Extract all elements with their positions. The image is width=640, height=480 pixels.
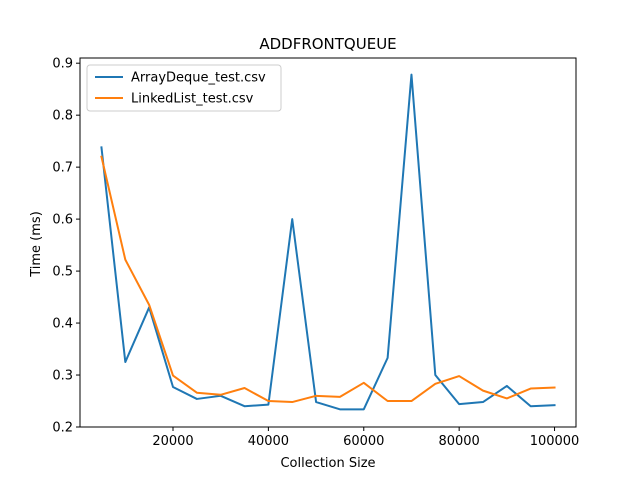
x-axis-label: Collection Size xyxy=(280,456,375,471)
plot-frame xyxy=(79,57,577,428)
legend: ArrayDeque_test.csv LinkedList_test.csv xyxy=(86,64,282,112)
legend-label: LinkedList_test.csv xyxy=(131,92,254,107)
y-tick-label: 0.2 xyxy=(52,421,73,436)
legend-label: ArrayDeque_test.csv xyxy=(131,71,266,86)
series-line-1 xyxy=(100,73,556,411)
y-tick-label: 0.4 xyxy=(52,317,73,332)
y-axis: 0.2 0.3 0.4 0.5 0.6 0.7 0.8 0.9 xyxy=(52,57,80,436)
x-tick-label: 80000 xyxy=(438,434,479,449)
x-axis: 20000 40000 60000 80000 100000 xyxy=(152,427,579,449)
y-tick-label: 0.3 xyxy=(52,369,73,384)
y-tick-label: 0.5 xyxy=(52,265,73,280)
x-tick-label: 20000 xyxy=(152,434,193,449)
chart-title: ADDFRONTQUEUE xyxy=(259,35,396,53)
series-line-2 xyxy=(100,155,556,404)
x-tick-label: 60000 xyxy=(343,434,384,449)
y-axis-label: Time (ms) xyxy=(29,211,44,278)
y-tick-label: 0.7 xyxy=(52,161,73,176)
x-tick-label: 100000 xyxy=(530,434,580,449)
x-tick-label: 40000 xyxy=(248,434,289,449)
y-tick-label: 0.8 xyxy=(52,109,73,124)
plot-area xyxy=(79,57,577,428)
legend-box xyxy=(86,64,282,112)
y-tick-label: 0.6 xyxy=(52,213,73,228)
y-tick-label: 0.9 xyxy=(52,57,73,72)
